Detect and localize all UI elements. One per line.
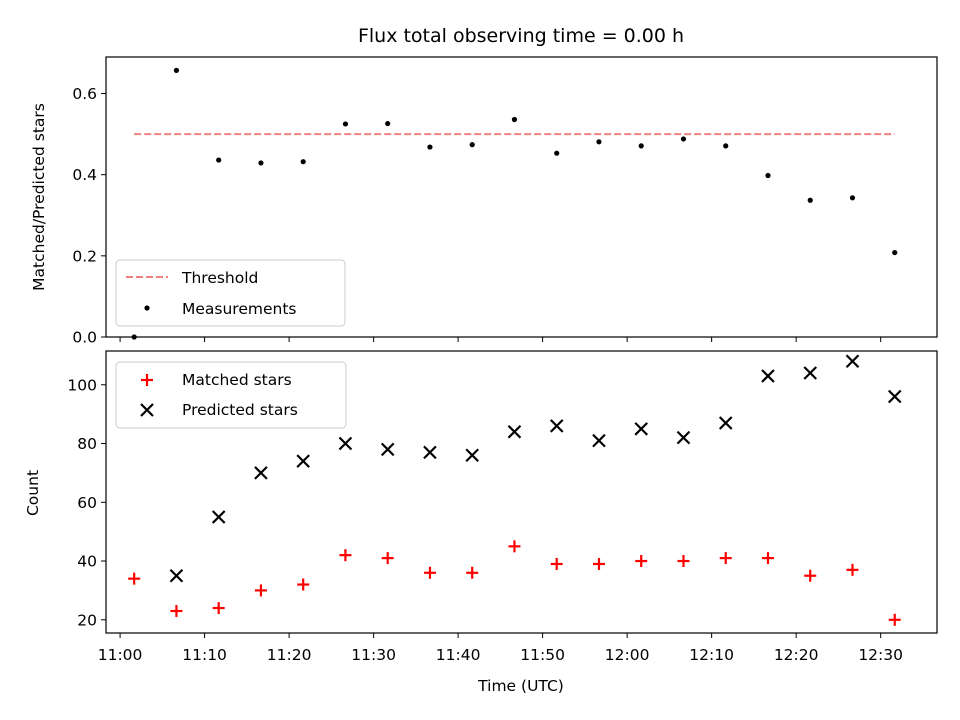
measurement-point [638,143,644,149]
matched-stars-point [719,552,732,565]
x-axis-label: Time (UTC) [477,677,564,695]
measurement-point [511,116,518,123]
matched-stars-point [339,549,352,562]
x-tick-label: 11:00 [98,646,143,664]
legend-measurements-label: Measurements [182,300,297,318]
bottom-y-axis-label: Count [24,470,42,516]
bottom-y-tick-label: 60 [77,494,97,512]
matched-stars-point [592,557,605,570]
predicted-stars-point [169,568,184,583]
bottom-legend-box [115,361,347,429]
matched-stars-point [381,552,394,565]
matched-stars-point [297,578,310,591]
top-y-tick-label: 0.4 [72,166,97,184]
legend-measurements-swatch [144,305,150,311]
matched-stars-point [254,584,267,597]
matched-stars-point [212,602,225,615]
measurement-point [723,143,729,149]
bottom-plot-area [128,354,902,626]
top-legend: Threshold Measurements [115,259,346,327]
top-y-axis-label: Matched/Predicted stars [30,103,48,291]
predicted-stars-point [423,445,437,460]
predicted-stars-point [718,416,733,430]
predicted-stars-point [465,448,479,463]
predicted-stars-point [634,422,648,436]
measurement-point [427,144,433,150]
measurement-point [807,197,813,203]
measurement-point [469,142,475,148]
top-legend-box [115,259,346,327]
measurement-point [554,150,560,156]
legend-matched-label: Matched stars [182,371,292,389]
bottom-y-tick-label: 40 [77,553,97,571]
measurement-point [680,136,687,142]
top-y-tick-label: 0.6 [72,85,97,103]
matched-stars-point [761,552,774,565]
matched-stars-point [508,540,521,553]
predicted-stars-point [592,433,606,448]
top-y-tick-label: 0.2 [72,247,97,265]
x-tick-label: 11:30 [351,646,396,664]
measurement-point [300,159,306,165]
legend-predicted-swatch [140,403,154,417]
measurement-point [216,157,222,163]
top-panel: Flux total observing time = 0.00 h Match… [30,25,938,340]
legend-predicted-label: Predicted stars [182,401,298,419]
predicted-stars-point [254,466,268,480]
x-tick-label: 11:50 [520,646,565,664]
predicted-stars-point [549,419,564,433]
measurement-point [892,249,898,256]
measurement-point [173,67,180,73]
measurement-point [596,139,602,145]
predicted-stars-point [803,366,818,380]
bottom-y-tick-label: 100 [67,376,97,394]
matched-stars-point [888,613,901,626]
matched-stars-point [466,566,479,579]
predicted-stars-point [507,425,522,439]
x-tick-label: 11:20 [267,646,312,664]
measurement-point [385,120,391,127]
top-axes-frame [105,56,938,338]
bottom-axes-frame [105,350,938,634]
predicted-stars-point [887,389,902,404]
predicted-stars-point [676,430,691,445]
legend-matched-swatch [141,374,153,386]
measurement-point [765,172,771,179]
predicted-stars-point [211,510,226,524]
x-tick-label: 12:00 [605,646,650,664]
measurement-point [342,121,349,127]
matched-stars-point [635,555,648,568]
bottom-y-tick-label: 20 [77,611,97,629]
predicted-stars-point [845,354,860,369]
matched-stars-point [677,555,690,568]
top-plot-area [131,67,898,340]
x-tick-label: 12:10 [689,646,734,664]
predicted-stars-point [296,454,310,468]
x-tick-label: 11:40 [436,646,481,664]
matched-stars-point [846,563,859,576]
matched-stars-point [804,569,817,582]
matched-stars-point [170,604,183,617]
matched-stars-point [550,557,563,570]
bottom-y-tick-label: 80 [77,435,97,453]
chart-title: Flux total observing time = 0.00 h [358,25,684,47]
matched-stars-point [423,566,436,579]
x-tick-label: 11:10 [182,646,227,664]
matched-stars-point [128,572,141,585]
top-y-tick-label: 0.0 [72,329,97,347]
predicted-stars-point [761,369,775,383]
legend-threshold-label: Threshold [181,269,258,287]
bottom-legend: Matched stars Predicted stars [115,361,347,429]
x-tick-label: 12:30 [858,646,903,664]
x-tick-label: 12:20 [774,646,819,664]
predicted-stars-point [338,436,353,451]
predicted-stars-point [380,442,395,457]
measurement-point [849,195,856,201]
measurement-point [258,160,264,166]
bottom-panel: Count Time (UTC) Matched stars Predicted… [24,350,938,695]
